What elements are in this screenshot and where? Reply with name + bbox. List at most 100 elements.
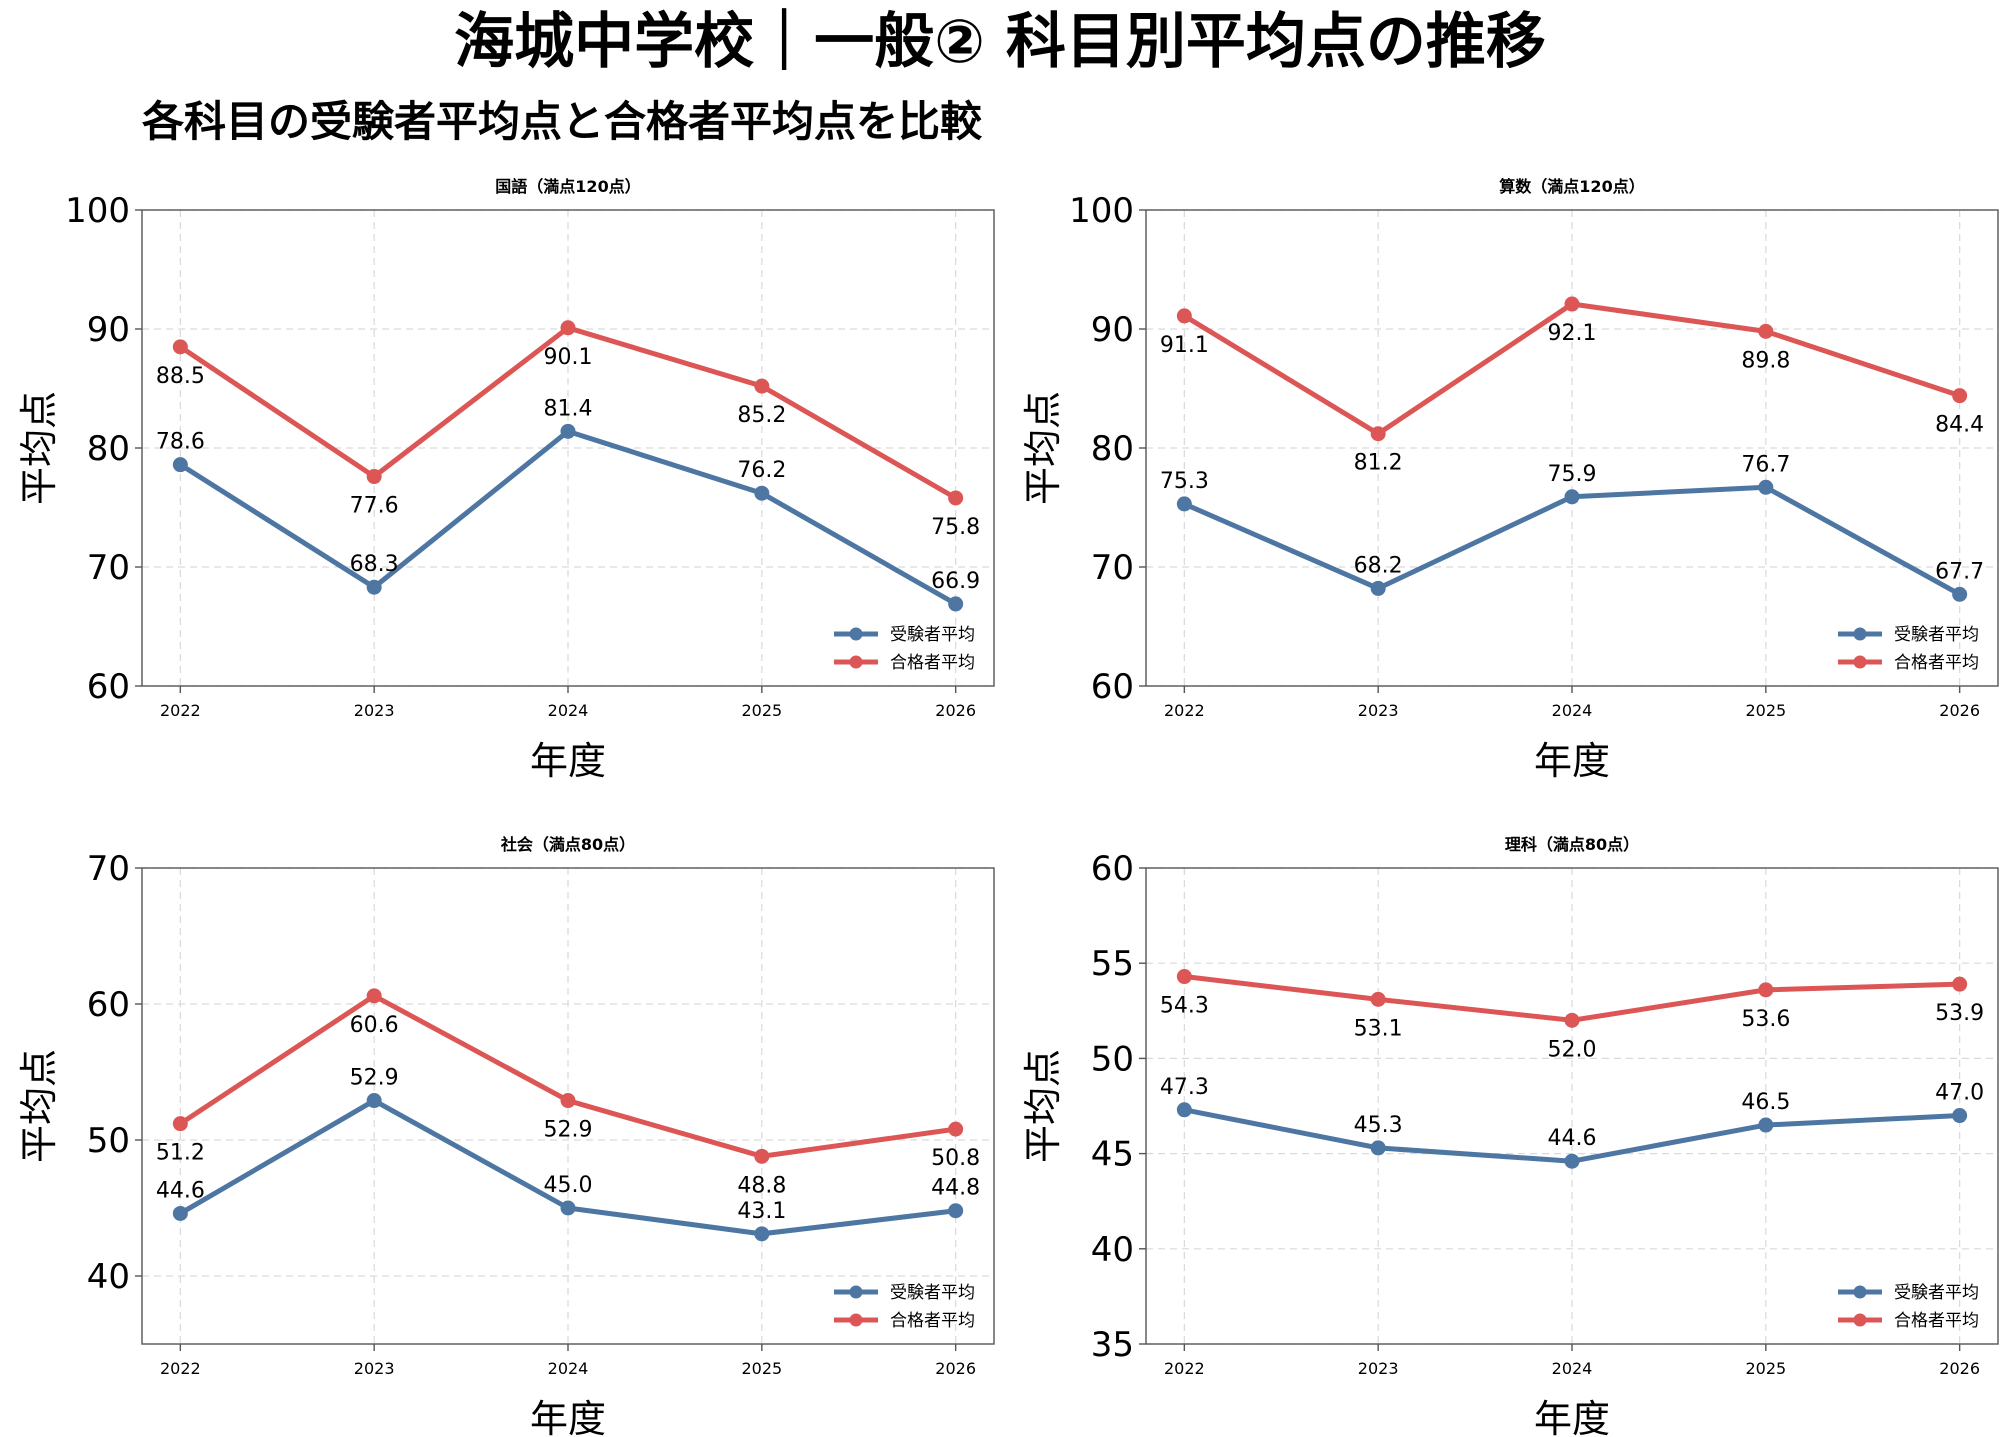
data-point bbox=[172, 457, 188, 473]
x-tick-label: 2022 bbox=[1164, 1359, 1205, 1378]
data-label: 46.5 bbox=[1741, 1090, 1790, 1115]
data-point bbox=[1952, 1108, 1968, 1124]
legend-label: 受験者平均 bbox=[890, 1283, 975, 1303]
data-label: 84.4 bbox=[1935, 413, 1984, 438]
x-tick-label: 2024 bbox=[548, 701, 589, 720]
chart-title: 算数（満点120点） bbox=[1499, 177, 1644, 196]
data-point bbox=[366, 469, 382, 485]
legend-label: 合格者平均 bbox=[890, 1311, 975, 1331]
data-point bbox=[948, 1121, 964, 1137]
data-label: 52.9 bbox=[544, 1118, 593, 1143]
data-label: 85.2 bbox=[737, 403, 786, 428]
y-axis-label: 平均点 bbox=[17, 1049, 61, 1163]
chart-1: 国語（満点120点） 60 70 80 90 100 2022 2023 2024 2025 202… bbox=[17, 177, 995, 783]
x-tick-label: 2022 bbox=[160, 1359, 201, 1378]
x-axis-label: 年度 bbox=[1534, 739, 1610, 783]
data-point bbox=[1564, 1012, 1580, 1028]
data-label: 75.3 bbox=[1160, 469, 1209, 494]
data-label: 68.2 bbox=[1354, 553, 1403, 578]
data-point bbox=[366, 988, 382, 1004]
data-point bbox=[560, 1093, 576, 1109]
data-point bbox=[366, 1093, 382, 1109]
data-point bbox=[1370, 426, 1386, 442]
y-tick-label: 45 bbox=[1091, 1135, 1134, 1175]
legend-label: 合格者平均 bbox=[1894, 1311, 1979, 1331]
data-point bbox=[560, 1200, 576, 1216]
y-tick-label: 90 bbox=[1091, 310, 1134, 350]
x-tick-label: 2025 bbox=[1745, 1359, 1786, 1378]
data-point bbox=[560, 320, 576, 336]
legend-marker bbox=[1853, 1285, 1867, 1299]
data-label: 76.7 bbox=[1741, 452, 1790, 477]
data-label: 91.1 bbox=[1160, 333, 1209, 358]
legend-marker bbox=[849, 1313, 863, 1327]
legend-marker bbox=[1853, 655, 1867, 669]
data-label: 88.5 bbox=[156, 364, 205, 389]
data-point bbox=[1564, 296, 1580, 312]
x-tick-label: 2026 bbox=[935, 1359, 976, 1378]
data-label: 43.1 bbox=[737, 1199, 786, 1224]
y-tick-label: 60 bbox=[87, 985, 130, 1025]
data-point bbox=[1176, 1102, 1192, 1118]
data-point bbox=[560, 423, 576, 439]
chart-3: 社会（満点80点） 40 50 60 70 2022 2023 2024 2025 2026 年度 平… bbox=[17, 835, 995, 1437]
chart-4: 理科（満点80点） 35 40 45 50 55 60 2022 2023 2024 2025 202… bbox=[1021, 835, 1999, 1437]
data-label: 75.8 bbox=[931, 515, 980, 540]
data-label: 52.0 bbox=[1548, 1037, 1597, 1062]
legend-label: 合格者平均 bbox=[890, 653, 975, 673]
data-label: 50.8 bbox=[931, 1146, 980, 1171]
legend-marker bbox=[1853, 1313, 1867, 1327]
data-point bbox=[1758, 1117, 1774, 1133]
x-tick-label: 2022 bbox=[1164, 701, 1205, 720]
data-label: 81.4 bbox=[544, 396, 593, 421]
data-label: 68.3 bbox=[350, 552, 399, 577]
legend-marker bbox=[849, 655, 863, 669]
data-label: 54.3 bbox=[1160, 994, 1209, 1019]
x-tick-label: 2022 bbox=[160, 701, 201, 720]
x-axis-label: 年度 bbox=[530, 1397, 606, 1437]
data-label: 53.6 bbox=[1741, 1007, 1790, 1032]
data-label: 67.7 bbox=[1935, 559, 1984, 584]
legend-marker bbox=[849, 1285, 863, 1299]
data-label: 44.6 bbox=[1548, 1126, 1597, 1151]
data-point bbox=[1952, 586, 1968, 602]
plot-frame bbox=[1145, 867, 1999, 1345]
legend-label: 受験者平均 bbox=[1894, 625, 1979, 645]
y-tick-label: 80 bbox=[1091, 429, 1134, 469]
chart-2: 算数（満点120点） 60 70 80 90 100 2022 2023 2024 2025 202… bbox=[1021, 177, 1999, 783]
data-point bbox=[948, 1203, 964, 1219]
data-point bbox=[754, 1148, 770, 1164]
data-point bbox=[1758, 479, 1774, 495]
x-tick-label: 2025 bbox=[741, 1359, 782, 1378]
data-label: 47.0 bbox=[1935, 1081, 1984, 1106]
data-point bbox=[754, 378, 770, 394]
y-tick-label: 70 bbox=[87, 548, 130, 588]
x-axis-label: 年度 bbox=[530, 739, 606, 783]
data-label: 53.9 bbox=[1935, 1001, 1984, 1026]
data-label: 51.2 bbox=[156, 1141, 205, 1166]
data-point bbox=[1370, 580, 1386, 596]
data-label: 75.9 bbox=[1548, 462, 1597, 487]
data-label: 76.2 bbox=[737, 458, 786, 483]
data-label: 52.9 bbox=[350, 1066, 399, 1091]
y-tick-label: 50 bbox=[1091, 1039, 1134, 1079]
chart-title: 社会（満点80点） bbox=[500, 835, 635, 854]
y-axis-label: 平均点 bbox=[1021, 391, 1065, 505]
legend-label: 受験者平均 bbox=[1894, 1283, 1979, 1303]
chart-title: 理科（満点80点） bbox=[1505, 835, 1639, 854]
y-tick-label: 60 bbox=[1091, 667, 1134, 707]
y-tick-label: 40 bbox=[1091, 1230, 1134, 1270]
data-label: 48.8 bbox=[737, 1173, 786, 1198]
data-label: 77.6 bbox=[350, 494, 399, 519]
data-label: 78.6 bbox=[156, 430, 205, 455]
page-title: 海城中学校｜一般② 科目別平均点の推移 bbox=[454, 7, 1546, 77]
y-tick-label: 50 bbox=[87, 1121, 130, 1161]
data-point bbox=[172, 339, 188, 355]
y-tick-label: 40 bbox=[87, 1257, 130, 1297]
x-tick-label: 2024 bbox=[548, 1359, 589, 1378]
x-tick-label: 2024 bbox=[1552, 1359, 1593, 1378]
data-point bbox=[366, 579, 382, 595]
data-point bbox=[948, 490, 964, 506]
data-label: 60.6 bbox=[350, 1013, 399, 1038]
